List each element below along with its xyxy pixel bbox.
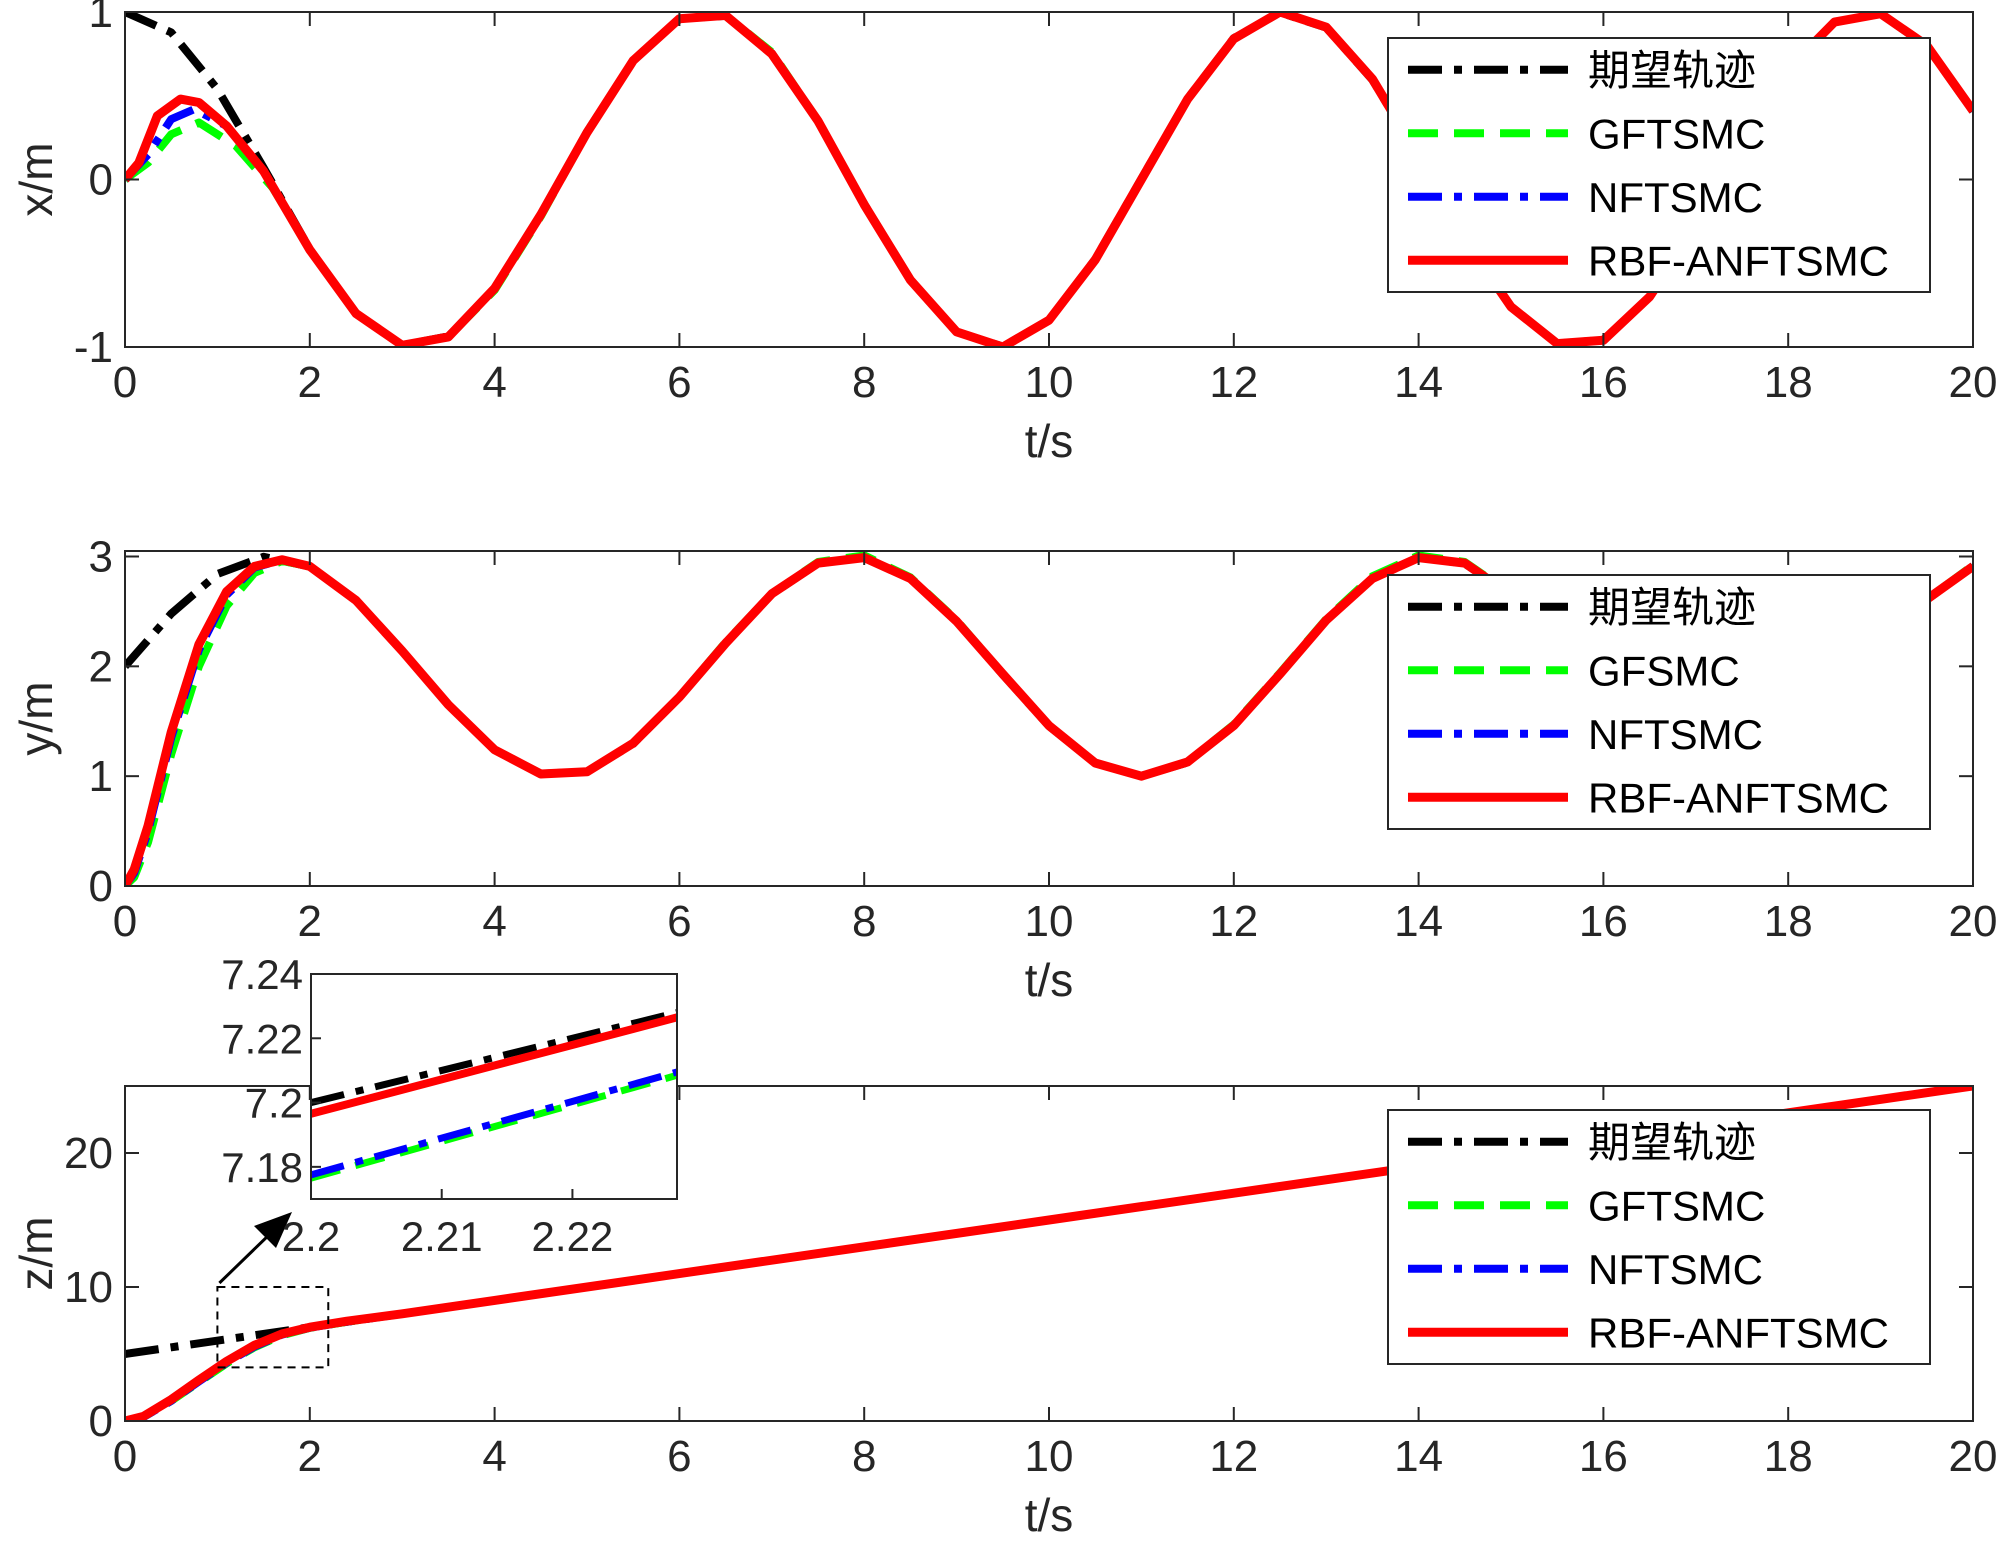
inset-x-tick-label: 2.22 [532,1213,614,1260]
x-tick-label: 0 [113,897,137,946]
y-tick-label: 2 [89,642,113,691]
y-tick-label: -1 [74,323,113,372]
x-tick-label: 12 [1209,897,1258,946]
y-axis-label: y/m [10,681,62,755]
y-tick-label: 0 [89,862,113,911]
legend: 期望轨迹 GFTSMC NFTSMC RBF-ANFTSMC [1387,1109,1931,1365]
legend-label-4: RBF-ANFTSMC [1588,1309,1889,1356]
legend: 期望轨迹 GFSMC NFTSMC RBF-ANFTSMC [1387,574,1931,830]
x-tick-label: 6 [667,358,691,407]
x-axis-label: t/s [1025,415,1074,467]
legend-label-3: NFTSMC [1588,1246,1763,1293]
x-tick-label: 14 [1394,897,1443,946]
x-tick-label: 2 [298,1432,322,1481]
x-tick-label: 2 [298,358,322,407]
chart-panel-2: 0 2 4 6 8 10 12 14 16 18 200123t/sy/m期望轨迹GFSMCNFTS… [10,532,1997,1006]
inset-y-tick-label: 7.18 [221,1144,303,1191]
inset-series-group [311,1009,677,1182]
x-tick-label: 12 [1209,1432,1258,1481]
x-tick-label: 20 [1949,358,1998,407]
x-axis-label: t/s [1025,1489,1074,1541]
x-tick-label: 8 [852,897,876,946]
x-tick-label: 2 [298,897,322,946]
x-tick-label: 14 [1394,358,1443,407]
x-tick-label: 4 [482,358,506,407]
x-tick-label: 4 [482,1432,506,1481]
legend: 期望轨迹 GFTSMC NFTSMC RBF-ANFTSMC [1387,37,1931,293]
x-tick-label: 20 [1949,1432,1998,1481]
x-tick-label: 8 [852,358,876,407]
inset-series-line-1 [311,1009,677,1106]
inset-y-tick-label: 7.24 [221,951,303,998]
inset-series-line-4 [311,1013,677,1118]
x-axis-label: t/s [1025,954,1074,1006]
x-tick-label: 16 [1579,1432,1628,1481]
legend-label-1: 期望轨迹 [1588,584,1756,631]
x-tick-label: 20 [1949,897,1998,946]
y-tick-label: 1 [89,0,113,37]
legend-label-4: RBF-ANFTSMC [1588,774,1889,821]
legend-label-2: GFTSMC [1588,110,1765,157]
legend-label-3: NFTSMC [1588,711,1763,758]
x-tick-label: 18 [1764,897,1813,946]
x-tick-label: 18 [1764,358,1813,407]
inset-axes-box [310,973,678,1200]
y-tick-label: 20 [64,1129,113,1178]
legend-label-4: RBF-ANFTSMC [1588,237,1889,284]
y-axis-label: z/m [10,1216,62,1290]
x-tick-label: 6 [667,897,691,946]
x-tick-label: 4 [482,897,506,946]
legend-label-3: NFTSMC [1588,174,1763,221]
inset-series-line-2 [311,1071,677,1182]
legend-label-1: 期望轨迹 [1588,1119,1756,1166]
inset-y-tick-label: 7.2 [245,1080,303,1127]
y-tick-label: 0 [89,156,113,205]
legend-label-2: GFSMC [1588,647,1740,694]
zoom-box [216,1286,330,1369]
zoom-arrow-shaft [218,1230,274,1285]
x-tick-label: 0 [113,358,137,407]
legend-label-1: 期望轨迹 [1588,47,1756,94]
x-tick-label: 10 [1025,358,1074,407]
y-axis-label: x/m [10,142,62,216]
x-tick-label: 12 [1209,358,1258,407]
inset-series-line-3 [311,1068,677,1179]
series-line-4 [125,12,1973,347]
legend-box [1387,37,1931,293]
x-tick-label: 8 [852,1432,876,1481]
x-tick-label: 6 [667,1432,691,1481]
inset-x-tick-label: 2.2 [282,1213,340,1260]
inset-x-tick-label: 2.21 [401,1213,483,1260]
chart-panel-1: 0 2 4 6 8 10 12 14 16 18 20-101t/sx/m期望轨迹GFTSMCNFT… [10,0,1997,467]
x-tick-label: 16 [1579,358,1628,407]
x-tick-label: 10 [1025,897,1074,946]
x-tick-label: 10 [1025,1432,1074,1481]
inset-y-tick-label: 7.22 [221,1015,303,1062]
y-tick-label: 3 [89,532,113,581]
y-tick-label: 10 [64,1263,113,1312]
x-tick-label: 14 [1394,1432,1443,1481]
y-tick-label: 0 [89,1397,113,1446]
y-tick-label: 1 [89,752,113,801]
x-tick-label: 0 [113,1432,137,1481]
legend-box [1387,574,1931,830]
x-tick-label: 16 [1579,897,1628,946]
zoom-arrow-head [254,1212,292,1248]
chart-panel-3: 0 2 4 6 8 10 12 14 16 18 20 0 10 20 t/s z/m 期望轨迹 GFTSMC NF… [10,951,1997,1541]
inset-plot: 2.2 2.21 2.22 7.18 7.2 7.22 7.24 [221,951,678,1260]
legend-label-2: GFTSMC [1588,1182,1765,1229]
x-tick-label: 18 [1764,1432,1813,1481]
legend-box [1387,1109,1931,1365]
